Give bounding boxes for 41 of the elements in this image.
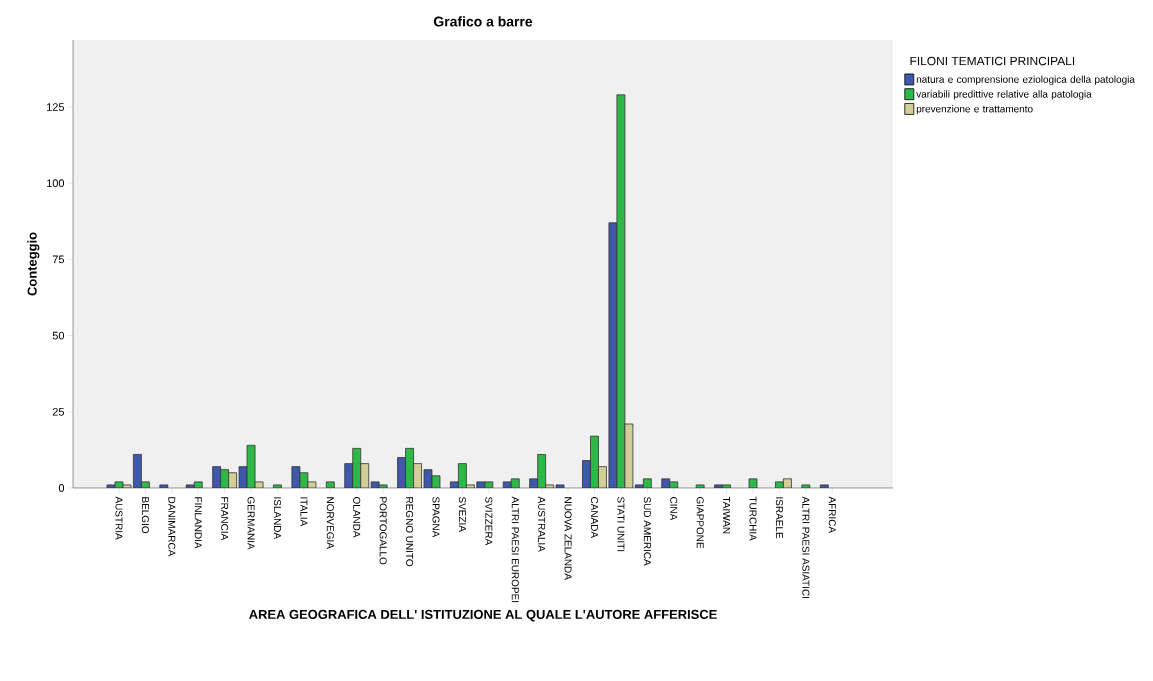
x-tick-label: GERMANIA bbox=[247, 497, 255, 550]
x-tick-label: GIAPPONE bbox=[696, 497, 704, 549]
x-tick-label: CINA bbox=[670, 497, 678, 521]
x-tick-label: NUOVA ZELANDA bbox=[564, 497, 572, 580]
x-tick-label: ISLANDA bbox=[273, 497, 282, 540]
x-tick-label: SVEZIA bbox=[458, 496, 466, 532]
x-tick-label: FRANCIA bbox=[221, 497, 229, 541]
x-tick-label: ALTRI PAESI EUROPEI bbox=[511, 496, 519, 603]
x-tick-label: SPAGNA bbox=[432, 496, 440, 538]
legend-title: FILONI TEMATICI PRINCIPALI bbox=[910, 56, 1075, 66]
x-tick-label: OLANDA bbox=[353, 496, 361, 538]
x-tick-label: DANIMARCA bbox=[168, 497, 176, 557]
y-tick-label: 75 bbox=[52, 255, 65, 264]
x-tick-label: FINLANDIA bbox=[194, 497, 202, 549]
x-tick-label: CANADA bbox=[590, 497, 599, 538]
y-tick-label: 125 bbox=[47, 103, 65, 111]
x-tick-label: ISRAELE bbox=[775, 497, 783, 539]
x-tick-label: TURCHIA bbox=[749, 496, 757, 541]
chart-title: Grafico a barre bbox=[433, 16, 533, 27]
x-tick-label: AUSTRIA bbox=[115, 496, 123, 540]
x-tick-label: SVIZZERA bbox=[485, 496, 493, 546]
x-tick-label: PORTOGALLO bbox=[379, 497, 387, 565]
x-tick-label: AFRICA bbox=[828, 496, 836, 534]
x-tick-label: AUSTRALIA bbox=[538, 496, 546, 552]
y-tick-label: 0 bbox=[58, 484, 65, 492]
x-tick-label: STATI UNITI bbox=[617, 496, 625, 552]
x-tick-label: NORVEGIA bbox=[326, 497, 334, 549]
x-axis-title: AREA GEOGRAFICA DELL' ISTITUZIONE AL QUALE L'AUTORE AFFERISCE bbox=[249, 609, 717, 622]
x-tick-label: REGNO UNITO bbox=[406, 497, 414, 567]
y-tick-label: 25 bbox=[52, 407, 65, 416]
x-tick-label: SUD AMERICA bbox=[643, 496, 651, 566]
y-tick-label: 100 bbox=[47, 179, 65, 188]
legend-label: variabili predittive relative alla patologia bbox=[916, 90, 1092, 100]
legend-label: prevenzione e trattamento bbox=[916, 105, 1033, 115]
legend-label: natura e comprensione eziologica della patologia bbox=[916, 75, 1135, 85]
x-tick-label: TAIWAN bbox=[723, 496, 731, 534]
y-tick-label: 50 bbox=[52, 331, 65, 340]
x-tick-label: ALTRI PAESI ASIATICI bbox=[802, 496, 810, 599]
x-tick-label: BELGIO bbox=[141, 497, 149, 534]
x-tick-label: ITALIA bbox=[300, 497, 308, 527]
y-axis-title: Conteggio bbox=[27, 232, 40, 296]
